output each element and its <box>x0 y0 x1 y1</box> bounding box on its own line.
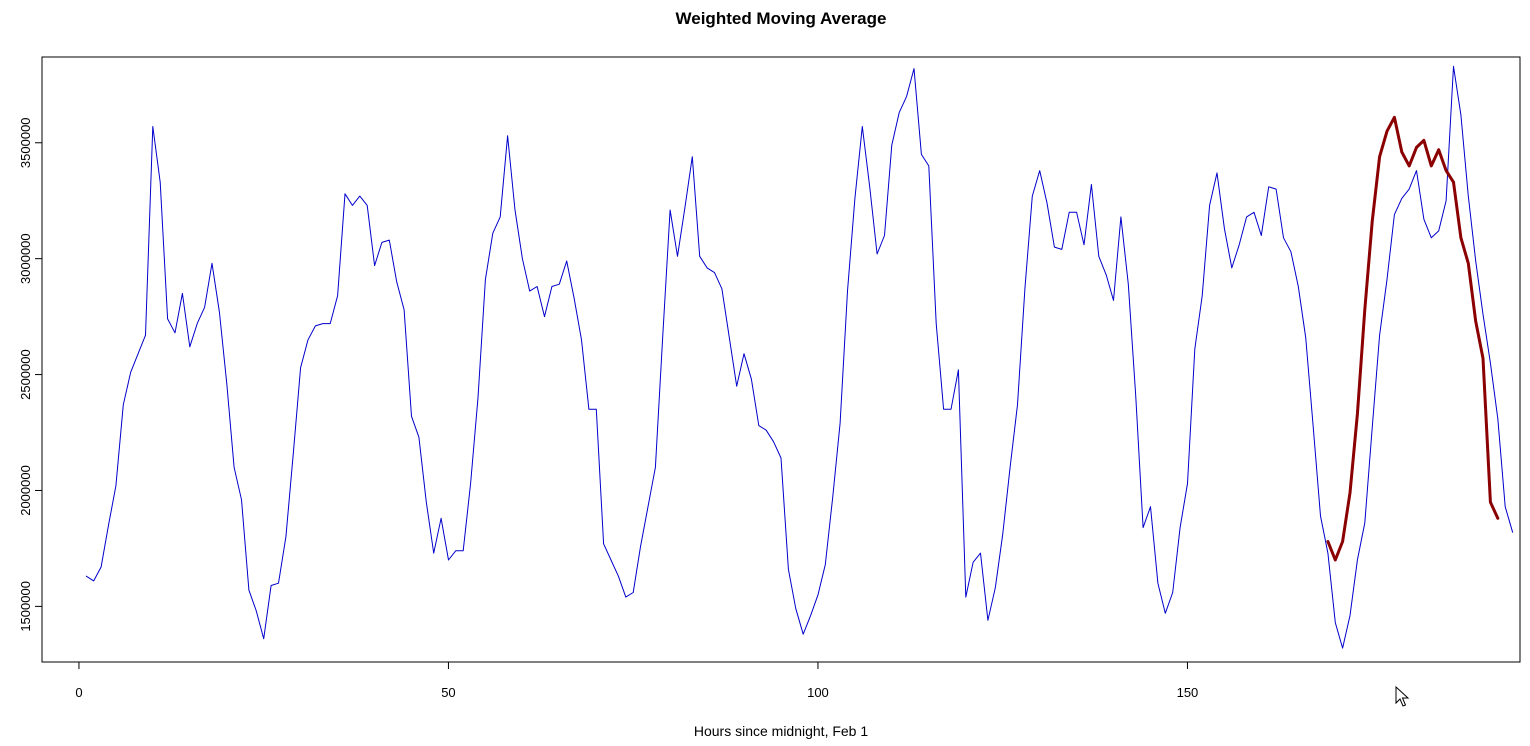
chart-title: Weighted Moving Average <box>676 9 887 28</box>
x-tick-label: 150 <box>1177 685 1199 700</box>
y-tick-label: 1500000 <box>18 581 33 632</box>
y-tick-label: 3000000 <box>18 233 33 284</box>
x-axis-label: Hours since midnight, Feb 1 <box>694 723 869 739</box>
y-axis: 1500000 2000000 2500000 3000000 3500000 <box>18 117 43 632</box>
x-tick-label: 0 <box>75 685 82 700</box>
mouse-cursor-icon <box>1395 686 1410 707</box>
y-tick-label: 2000000 <box>18 465 33 516</box>
series-line-weighted-average <box>1326 115 1500 562</box>
x-tick-label: 100 <box>807 685 829 700</box>
plot-frame <box>41 56 1521 663</box>
y-tick-label: 2500000 <box>18 349 33 400</box>
x-axis: 0 50 100 150 <box>75 661 1199 700</box>
x-tick-label: 50 <box>441 685 455 700</box>
y-tick-label: 3500000 <box>18 117 33 168</box>
series-line-hourly <box>85 65 1514 649</box>
series-layer <box>85 65 1514 649</box>
